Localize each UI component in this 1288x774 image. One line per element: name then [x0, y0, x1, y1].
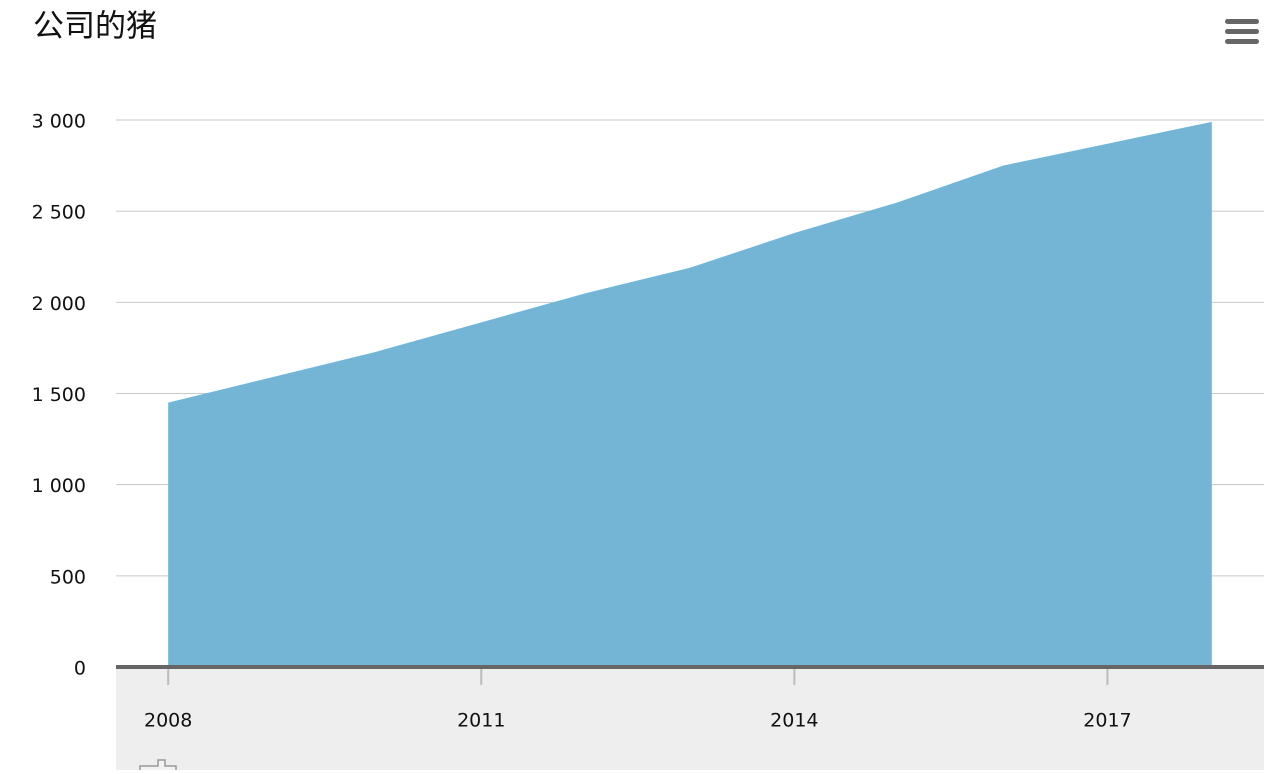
x-tick-label: 2017 [1083, 710, 1131, 732]
chart-title: 公司的猪 [33, 9, 157, 45]
y-tick-label: 1 500 [32, 384, 86, 406]
y-tick-label: 0 [74, 658, 86, 680]
y-tick-label: 500 [50, 566, 86, 588]
y-tick-label: 2 500 [32, 202, 86, 224]
x-tick-label: 2008 [144, 710, 192, 732]
y-tick-label: 2 000 [32, 293, 86, 315]
menu-button[interactable] [1225, 19, 1259, 44]
y-tick-label: 1 000 [32, 475, 86, 497]
area [168, 121, 1212, 667]
navigator-handle[interactable] [139, 759, 177, 770]
x-tick-label: 2011 [457, 710, 505, 732]
navigator-background [116, 667, 1264, 770]
x-tick-label: 2014 [770, 710, 818, 732]
y-tick-label: 3 000 [32, 111, 86, 133]
